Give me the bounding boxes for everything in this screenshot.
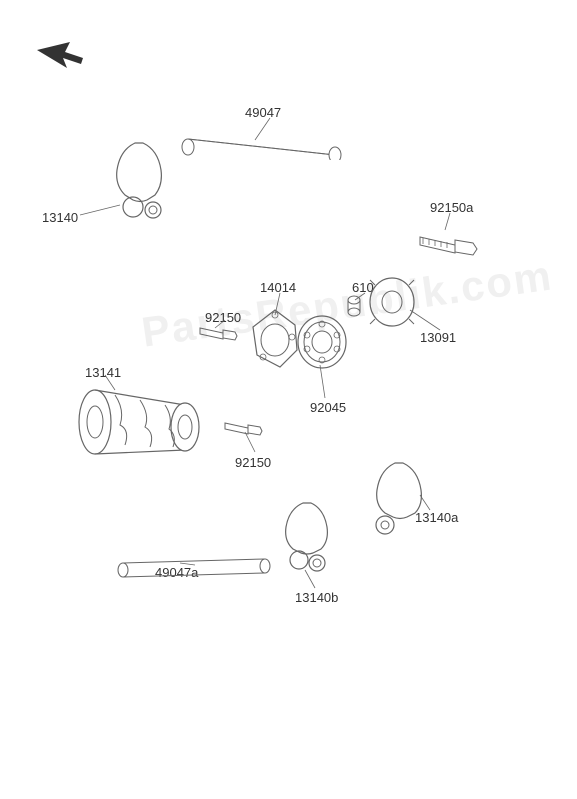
leader-lines [0,0,577,799]
parts-diagram: PartsRepublik.com [0,0,577,799]
